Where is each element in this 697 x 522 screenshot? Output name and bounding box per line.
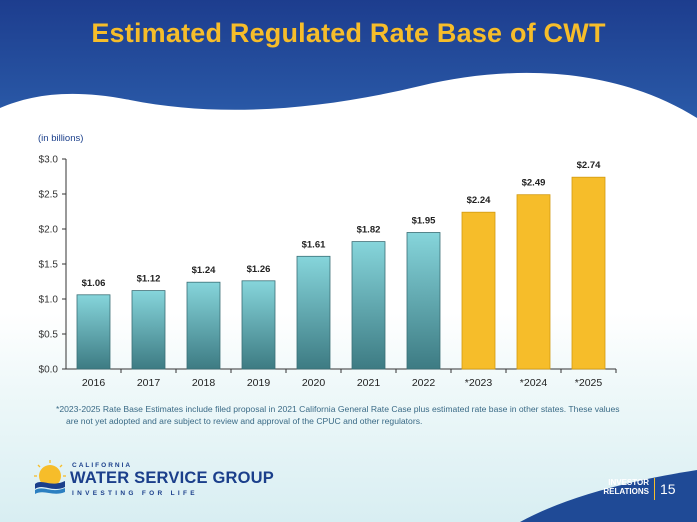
bar-2017 bbox=[131, 290, 166, 370]
data-label: $1.61 bbox=[302, 239, 326, 250]
investor-relations-label: INVESTOR RELATIONS bbox=[603, 478, 649, 496]
x-tick-label: *2025 bbox=[575, 377, 603, 389]
data-label: $1.95 bbox=[412, 216, 436, 227]
y-axis-label: (in billions) bbox=[38, 133, 83, 144]
bar-est-2025 bbox=[571, 176, 606, 370]
footnote-line-1: *2023-2025 Rate Base Estimates include f… bbox=[56, 404, 620, 414]
y-tick-label: $0.5 bbox=[39, 330, 59, 341]
bar-2020 bbox=[296, 255, 331, 370]
data-label: $1.26 bbox=[247, 264, 271, 275]
page-number: 15 bbox=[660, 481, 676, 497]
footnote: *2023-2025 Rate Base Estimates include f… bbox=[56, 403, 656, 427]
rate-base-bar-chart: (in billions) $0.0 $0.5 $1.0 $1.5 $2.0 $2.5 $3… bbox=[38, 133, 617, 389]
y-tick-label: $2.5 bbox=[39, 190, 59, 201]
x-tick-label: 2021 bbox=[357, 377, 381, 389]
x-tick-label: 2022 bbox=[412, 377, 436, 389]
x-tick-label: *2024 bbox=[520, 377, 548, 389]
data-label: $1.82 bbox=[357, 225, 381, 236]
bar-est-2024 bbox=[516, 194, 551, 370]
x-tick-label: 2016 bbox=[82, 377, 106, 389]
logo-tagline: INVESTING FOR LIFE bbox=[72, 490, 198, 497]
footer-wave-background bbox=[520, 470, 697, 522]
slide-title: Estimated Regulated Rate Base of CWT bbox=[91, 18, 606, 48]
footer-divider bbox=[654, 478, 655, 500]
data-label: $1.06 bbox=[82, 278, 106, 289]
bar-est-2023 bbox=[461, 211, 496, 370]
x-tick-label: 2020 bbox=[302, 377, 326, 389]
bar-2018 bbox=[186, 281, 221, 370]
y-tick-label: $0.0 bbox=[39, 365, 59, 376]
bar-2022 bbox=[406, 232, 441, 370]
data-label: $2.24 bbox=[467, 195, 491, 206]
ir-line-1: INVESTOR bbox=[608, 478, 649, 487]
bar-2019 bbox=[241, 280, 276, 370]
logo-small-text: CALIFORNIA bbox=[72, 462, 133, 469]
data-label: $2.74 bbox=[577, 160, 601, 171]
data-label: $1.12 bbox=[137, 274, 161, 285]
header-wave-background bbox=[0, 0, 697, 118]
footnote-line-2: are not yet adopted and are subject to r… bbox=[66, 416, 423, 426]
x-tick-label: 2019 bbox=[247, 377, 271, 389]
y-tick-label: $2.0 bbox=[39, 225, 59, 236]
sun-wave-logo-icon bbox=[34, 460, 66, 494]
ir-line-2: RELATIONS bbox=[603, 487, 649, 496]
logo-main-text: WATER SERVICE GROUP bbox=[70, 469, 274, 487]
x-tick-label: 2018 bbox=[192, 377, 216, 389]
x-tick-label: 2017 bbox=[137, 377, 161, 389]
bar-2021 bbox=[351, 241, 386, 370]
y-tick-label: $3.0 bbox=[39, 155, 59, 166]
data-label: $1.24 bbox=[192, 265, 216, 276]
x-tick-label: *2023 bbox=[465, 377, 493, 389]
y-tick-label: $1.5 bbox=[39, 260, 59, 271]
bar-2016 bbox=[76, 294, 111, 370]
bars: $1.06 2016 $1.12 2017 $1.24 2018 $1.26 2019 $1.6… bbox=[76, 160, 617, 389]
y-tick-label: $1.0 bbox=[39, 295, 59, 306]
data-label: $2.49 bbox=[522, 178, 546, 189]
